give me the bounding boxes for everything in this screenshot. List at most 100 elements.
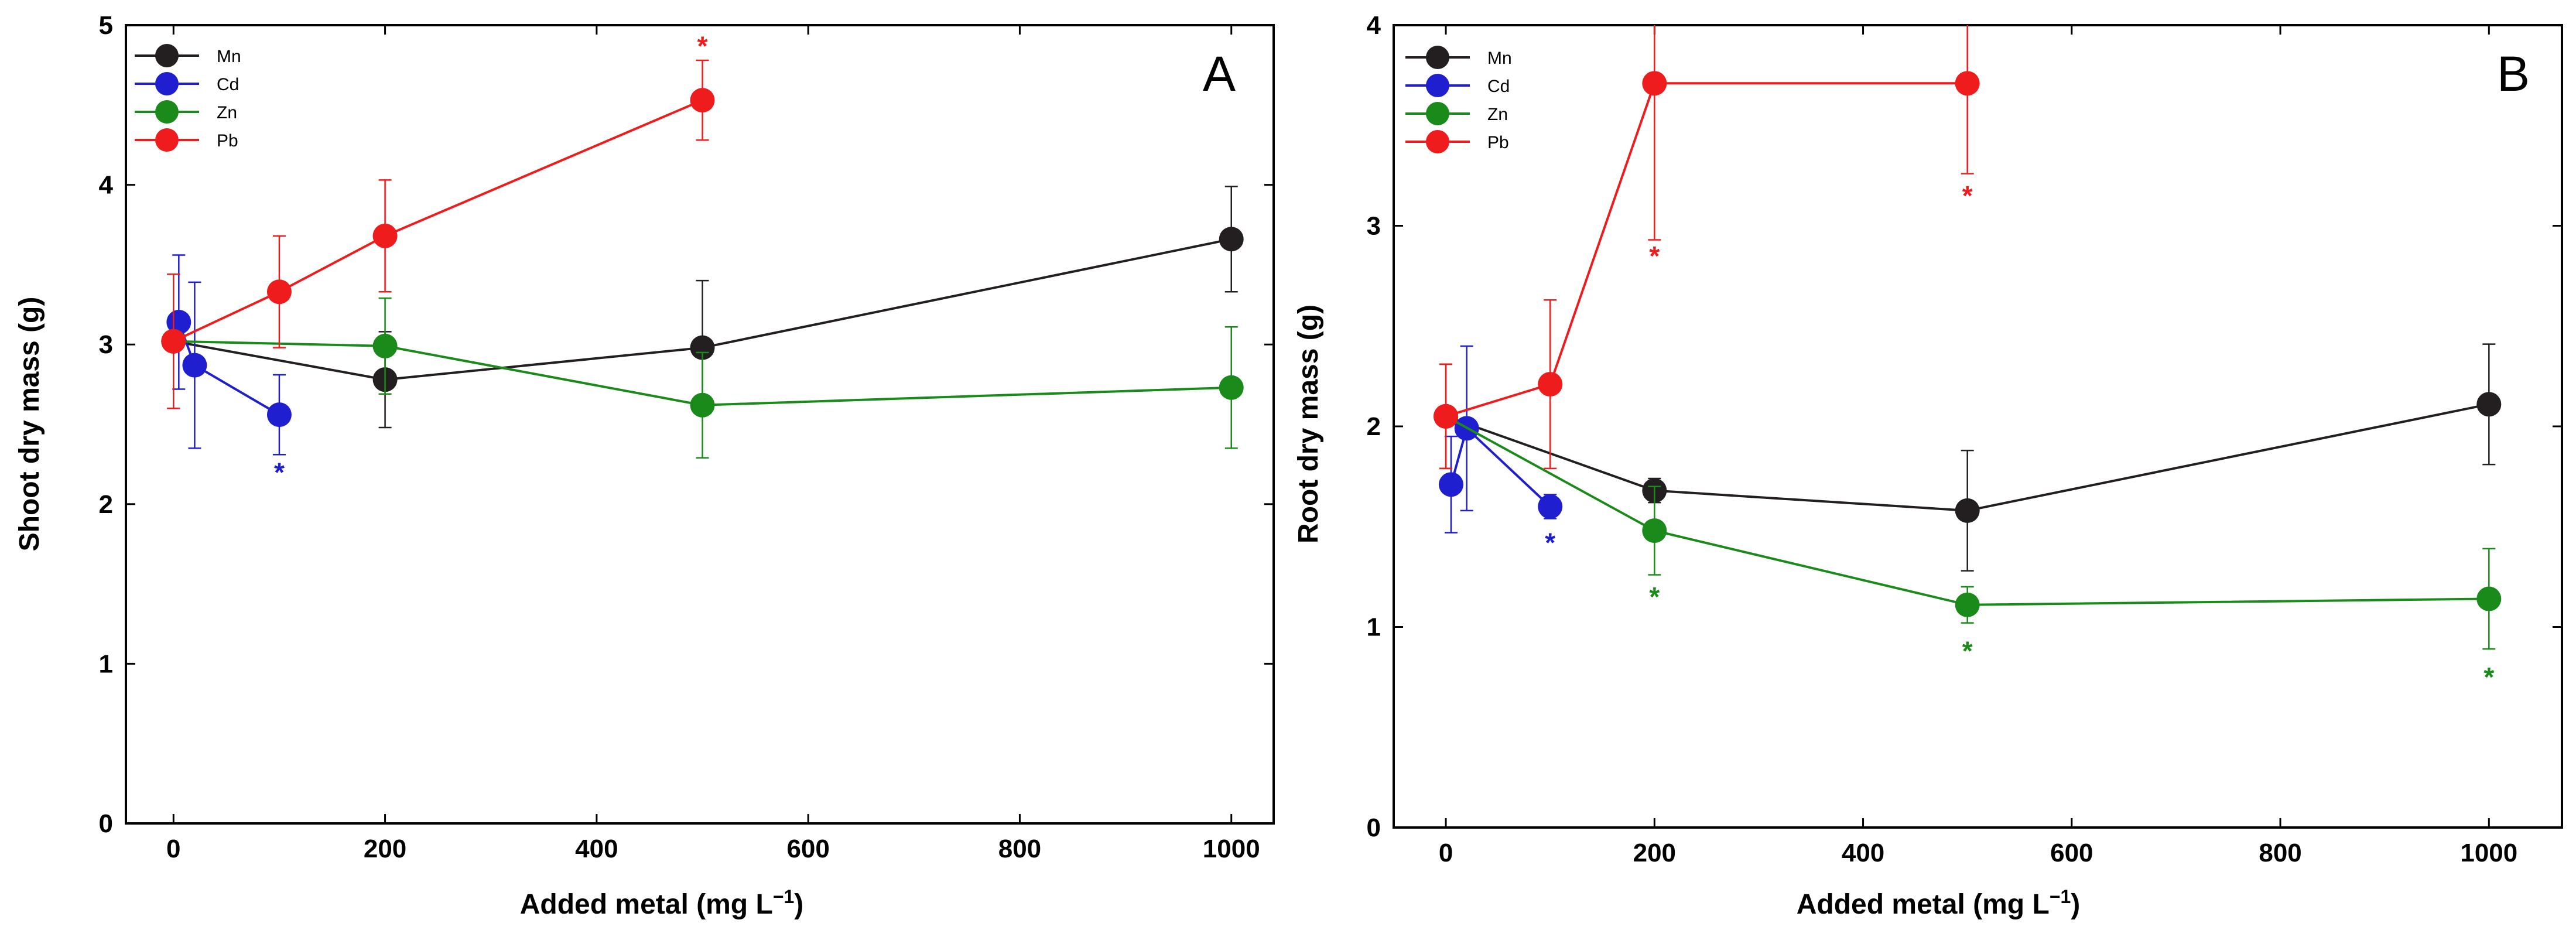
x-axis-title-superscript: −1: [2050, 886, 2071, 907]
data-point: [266, 402, 292, 428]
significance-markers: * * * * * *: [1545, 180, 2494, 692]
series-line: [1445, 415, 2489, 606]
data-point: [1538, 372, 1563, 397]
data-point: [182, 353, 207, 378]
data-point: [266, 279, 292, 305]
data-point: [2476, 392, 2502, 417]
series-layer: [161, 59, 1244, 459]
x-tick-label: 1000: [1203, 835, 1260, 863]
legend-label: Zn: [217, 103, 237, 122]
x-tick-label: 0: [1439, 839, 1453, 867]
legend-marker: [1426, 130, 1449, 153]
y-tick-label: 2: [99, 490, 113, 519]
y-tick-label: 3: [1367, 212, 1381, 241]
x-axis-title: Added metal (mg L−1): [520, 886, 804, 920]
significance-star: *: [1649, 582, 1660, 612]
significance-star: *: [697, 30, 708, 61]
panel-letter: B: [2497, 46, 2530, 101]
y-tick-label: 4: [1367, 11, 1381, 40]
legend-label: Pb: [217, 131, 238, 151]
series-zn: [1434, 363, 2502, 650]
data-point: [166, 310, 191, 335]
series-line: [1445, 82, 1968, 418]
panel-b-root-dry-mass: B Added metal (mg L−1) Root dry mass (g)…: [1293, 11, 2563, 920]
series-line: [173, 99, 703, 343]
x-tick-label: 400: [1842, 839, 1884, 867]
legend-marker: [155, 44, 179, 67]
significance-star: *: [274, 457, 285, 487]
x-axis-title-text: Added metal (mg L: [1797, 889, 2050, 920]
x-tick-label: 400: [575, 835, 618, 863]
data-point: [1955, 592, 1980, 617]
x-tick-label: 200: [1633, 839, 1676, 867]
data-point: [1219, 375, 1244, 400]
legend-marker: [1426, 46, 1449, 69]
legend-marker: [155, 128, 179, 152]
y-tick-label: 1: [1367, 613, 1381, 642]
y-tick-label: 5: [99, 11, 113, 40]
legend-item-zn: Zn: [135, 100, 237, 124]
significance-star: *: [2483, 662, 2494, 692]
axis-ticks: 0 200 400 600 800 1000 0 1 2 3 4 5: [99, 11, 1274, 863]
y-axis-title: Root dry mass (g): [1293, 305, 1324, 543]
plot-frame: [125, 24, 1275, 825]
data-point: [2476, 586, 2502, 611]
plot-frame: [1393, 24, 2563, 829]
series-pb: [1434, 25, 1980, 470]
legend-label: Mn: [1487, 49, 1512, 68]
data-point: [1642, 518, 1667, 543]
x-tick-label: 800: [2259, 839, 2301, 867]
legend-item-cd: Cd: [1405, 74, 1510, 97]
legend-marker: [155, 72, 179, 95]
legend-item-cd: Cd: [135, 72, 239, 95]
legend-item-mn: Mn: [1405, 46, 1512, 69]
data-point: [690, 335, 715, 360]
y-tick-label: 4: [99, 171, 114, 200]
x-tick-label: 0: [166, 835, 180, 863]
x-tick-label: 600: [2050, 839, 2093, 867]
y-tick-label: 3: [99, 330, 113, 359]
panel-a-shoot-dry-mass: A Added metal (mg L−1) Shoot dry mass (g…: [14, 11, 1275, 920]
data-point: [1219, 227, 1244, 252]
significance-star: *: [1649, 241, 1660, 271]
legend-item-zn: Zn: [1405, 102, 1508, 125]
legend-label: Mn: [217, 47, 241, 66]
x-tick-label: 800: [998, 835, 1041, 863]
x-axis-title: Added metal (mg L−1): [1797, 886, 2081, 920]
y-tick-label: 1: [99, 649, 113, 678]
data-point: [1538, 494, 1563, 519]
legend-label: Zn: [1487, 105, 1508, 124]
panel-letter: A: [1203, 46, 1236, 101]
series-cd: [166, 254, 292, 456]
significance-star: *: [1545, 528, 1555, 558]
legend: Mn Cd Zn Pb: [1405, 46, 1512, 153]
y-tick-label: 0: [99, 809, 113, 838]
legend-label: Cd: [217, 75, 239, 94]
series-line: [173, 238, 1232, 381]
series-mn: [1434, 343, 2502, 572]
x-tick-label: 1000: [2460, 839, 2517, 867]
x-tick-label: 200: [364, 835, 406, 863]
legend: Mn Cd Zn Pb: [135, 44, 241, 152]
legend-marker: [1426, 102, 1449, 125]
series-pb: [161, 59, 715, 409]
legend-marker: [1426, 74, 1449, 97]
data-point: [161, 329, 186, 354]
legend-item-pb: Pb: [1405, 130, 1509, 153]
y-tick-label: 0: [1367, 813, 1381, 842]
y-tick-label: 2: [1367, 412, 1381, 441]
significance-markers: **: [274, 30, 708, 487]
axis-ticks: 0 200 400 600 800 1000 0 1 2 3 4: [1367, 11, 2562, 867]
legend-item-mn: Mn: [135, 44, 241, 67]
x-axis-title-text: Added metal (mg L: [520, 889, 773, 920]
x-axis-title-close: ): [2071, 889, 2080, 920]
legend-marker: [155, 100, 179, 124]
legend-item-pb: Pb: [135, 128, 238, 152]
x-axis-title-superscript: −1: [773, 886, 794, 907]
data-point: [372, 223, 398, 248]
data-point: [1434, 404, 1459, 429]
data-point: [1955, 71, 1980, 96]
legend-label: Cd: [1487, 77, 1510, 96]
legend-label: Pb: [1487, 133, 1509, 152]
